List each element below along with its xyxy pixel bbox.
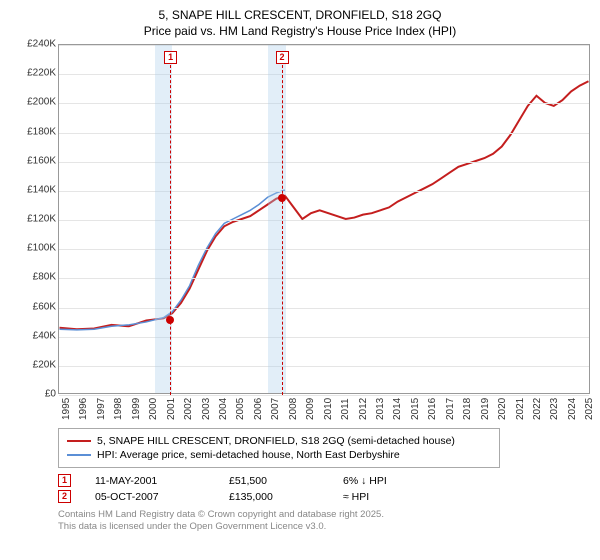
x-tick-label: 2001 xyxy=(166,398,177,420)
marker-date: 05-OCT-2007 xyxy=(95,491,205,503)
plot-wrap: £0 £20K £40K £60K £80K £100K £120K £140K £160K £1… xyxy=(10,44,590,424)
legend-swatch xyxy=(67,454,91,456)
y-tick-label: £160K xyxy=(27,155,56,166)
series-line xyxy=(60,81,589,329)
y-tick-label: £140K xyxy=(27,184,56,195)
y-tick-label: £180K xyxy=(27,126,56,137)
marker-note: 6% ↓ HPI xyxy=(343,475,387,487)
x-tick-label: 2005 xyxy=(235,398,246,420)
y-tick-label: £200K xyxy=(27,97,56,108)
x-tick-label: 2019 xyxy=(480,398,491,420)
x-tick-label: 2025 xyxy=(584,398,595,420)
x-tick-label: 1997 xyxy=(96,398,107,420)
attribution: Contains HM Land Registry data © Crown c… xyxy=(58,509,590,534)
x-tick-label: 2022 xyxy=(532,398,543,420)
x-tick-label: 1996 xyxy=(78,398,89,420)
legend-row: 5, SNAPE HILL CRESCENT, DRONFIELD, S18 2… xyxy=(67,435,491,447)
x-tick-label: 2018 xyxy=(462,398,473,420)
x-tick-label: 2012 xyxy=(358,398,369,420)
x-axis: 1995 1996 1997 1998 1999 2000 2001 2002 2003 2004… xyxy=(58,396,590,424)
marker-note: ≈ HPI xyxy=(343,491,369,503)
attribution-line2: This data is licensed under the Open Gov… xyxy=(58,521,590,533)
x-tick-label: 2002 xyxy=(183,398,194,420)
marker-number: 1 xyxy=(58,474,71,487)
y-axis: £0£20K£40K£60K£80K£100K£120K£140K£160K£1… xyxy=(10,44,58,394)
y-tick-label: £120K xyxy=(27,214,56,225)
x-tick-label: 2013 xyxy=(375,398,386,420)
marker-row: 2 05-OCT-2007 £135,000 ≈ HPI xyxy=(58,490,590,503)
y-tick-label: £80K xyxy=(33,272,56,283)
x-tick-label: 2007 xyxy=(270,398,281,420)
y-tick-label: £60K xyxy=(33,301,56,312)
y-tick-label: £240K xyxy=(27,39,56,50)
x-tick-label: 2015 xyxy=(410,398,421,420)
marker-price: £51,500 xyxy=(229,475,319,487)
marker-label: 2 xyxy=(276,51,289,64)
plot-area: 12 xyxy=(58,44,590,394)
legend-row: HPI: Average price, semi-detached house,… xyxy=(67,449,491,461)
y-tick-label: £100K xyxy=(27,243,56,254)
marker-number: 2 xyxy=(58,490,71,503)
x-tick-label: 2008 xyxy=(288,398,299,420)
marker-dashed-line xyxy=(282,65,283,395)
data-point xyxy=(278,194,286,202)
x-tick-label: 2017 xyxy=(445,398,456,420)
x-tick-label: 2023 xyxy=(549,398,560,420)
x-tick-label: 2024 xyxy=(567,398,578,420)
x-tick-label: 2006 xyxy=(253,398,264,420)
attribution-line1: Contains HM Land Registry data © Crown c… xyxy=(58,509,590,521)
y-tick-label: £220K xyxy=(27,68,56,79)
marker-price: £135,000 xyxy=(229,491,319,503)
chart-subtitle: Price paid vs. HM Land Registry's House … xyxy=(10,24,590,38)
marker-label: 1 xyxy=(164,51,177,64)
legend: 5, SNAPE HILL CRESCENT, DRONFIELD, S18 2… xyxy=(58,428,500,468)
x-tick-label: 2010 xyxy=(323,398,334,420)
data-point xyxy=(166,316,174,324)
x-tick-label: 2014 xyxy=(392,398,403,420)
x-tick-label: 2004 xyxy=(218,398,229,420)
markers-table: 1 11-MAY-2001 £51,500 6% ↓ HPI 2 05-OCT-2007 £… xyxy=(58,474,590,503)
legend-label: HPI: Average price, semi-detached house,… xyxy=(97,449,400,461)
legend-label: 5, SNAPE HILL CRESCENT, DRONFIELD, S18 2… xyxy=(97,435,455,447)
x-tick-label: 2003 xyxy=(201,398,212,420)
x-tick-label: 2009 xyxy=(305,398,316,420)
y-tick-label: £20K xyxy=(33,359,56,370)
chart-container: 5, SNAPE HILL CRESCENT, DRONFIELD, S18 2… xyxy=(0,0,600,560)
x-tick-label: 2000 xyxy=(148,398,159,420)
x-tick-label: 1998 xyxy=(113,398,124,420)
x-tick-label: 2021 xyxy=(515,398,526,420)
chart-lines xyxy=(59,45,589,393)
x-tick-label: 1999 xyxy=(131,398,142,420)
highlight-band xyxy=(268,45,285,393)
marker-dashed-line xyxy=(170,65,171,395)
x-tick-label: 2020 xyxy=(497,398,508,420)
y-tick-label: £0 xyxy=(45,389,56,400)
legend-swatch xyxy=(67,440,91,442)
marker-date: 11-MAY-2001 xyxy=(95,475,205,487)
marker-row: 1 11-MAY-2001 £51,500 6% ↓ HPI xyxy=(58,474,590,487)
x-tick-label: 2016 xyxy=(427,398,438,420)
y-tick-label: £40K xyxy=(33,330,56,341)
x-tick-label: 1995 xyxy=(61,398,72,420)
chart-title: 5, SNAPE HILL CRESCENT, DRONFIELD, S18 2… xyxy=(10,8,590,22)
x-tick-label: 2011 xyxy=(340,398,351,420)
